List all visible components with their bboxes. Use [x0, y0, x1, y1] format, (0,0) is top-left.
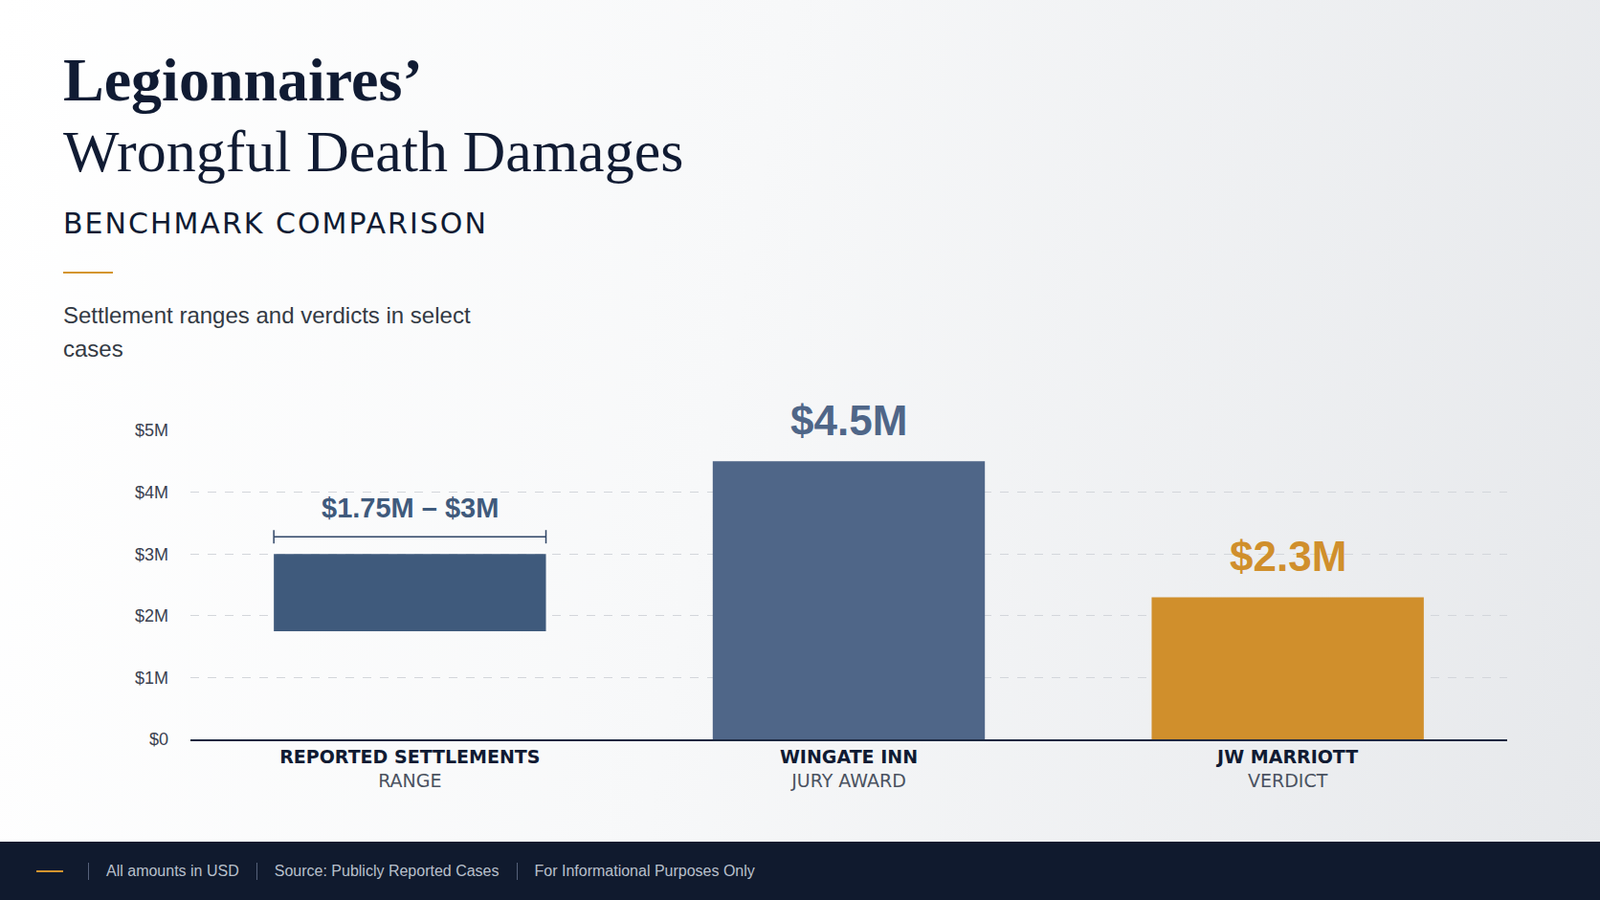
- svg-text:$4M: $4M: [134, 483, 169, 503]
- svg-text:REPORTED SETTLEMENTSRANGE: REPORTED SETTLEMENTSRANGE: [279, 746, 540, 792]
- html-text:Source: Publicly Reported Case: Source: Publicly Reported Cases: [274, 862, 500, 879]
- html-text:BENCHMARK COMPARISON: BENCHMARK COMPARISON: [63, 206, 488, 241]
- svg-text:$2.3M: $2.3M: [1229, 533, 1347, 580]
- svg-text:$2M: $2M: [134, 606, 169, 626]
- svg-text:$1M: $1M: [134, 668, 169, 689]
- html-text:For Informational Purposes Onl: For Informational Purposes Only: [534, 862, 755, 879]
- html-text:Legionnaires’: Legionnaires’: [63, 45, 423, 114]
- svg-text:JW MARRIOTTVERDICT: JW MARRIOTTVERDICT: [1215, 746, 1358, 792]
- html-text:Settlement ranges and verdicts: Settlement ranges and verdicts in select…: [63, 302, 471, 362]
- svg-text:$3M: $3M: [134, 545, 169, 565]
- svg-text:$5M: $5M: [134, 421, 169, 441]
- svg-text:$0: $0: [149, 730, 169, 750]
- html-text:Wrongful Death Damages: Wrongful Death Damages: [63, 118, 684, 184]
- svg-text:WINGATE INNJURY AWARD: WINGATE INNJURY AWARD: [779, 746, 918, 792]
- html-text:All amounts in USD: All amounts in USD: [106, 862, 239, 879]
- svg-text:$4.5M: $4.5M: [790, 397, 908, 445]
- svg-text:$1.75M – $3M: $1.75M – $3M: [321, 492, 499, 524]
